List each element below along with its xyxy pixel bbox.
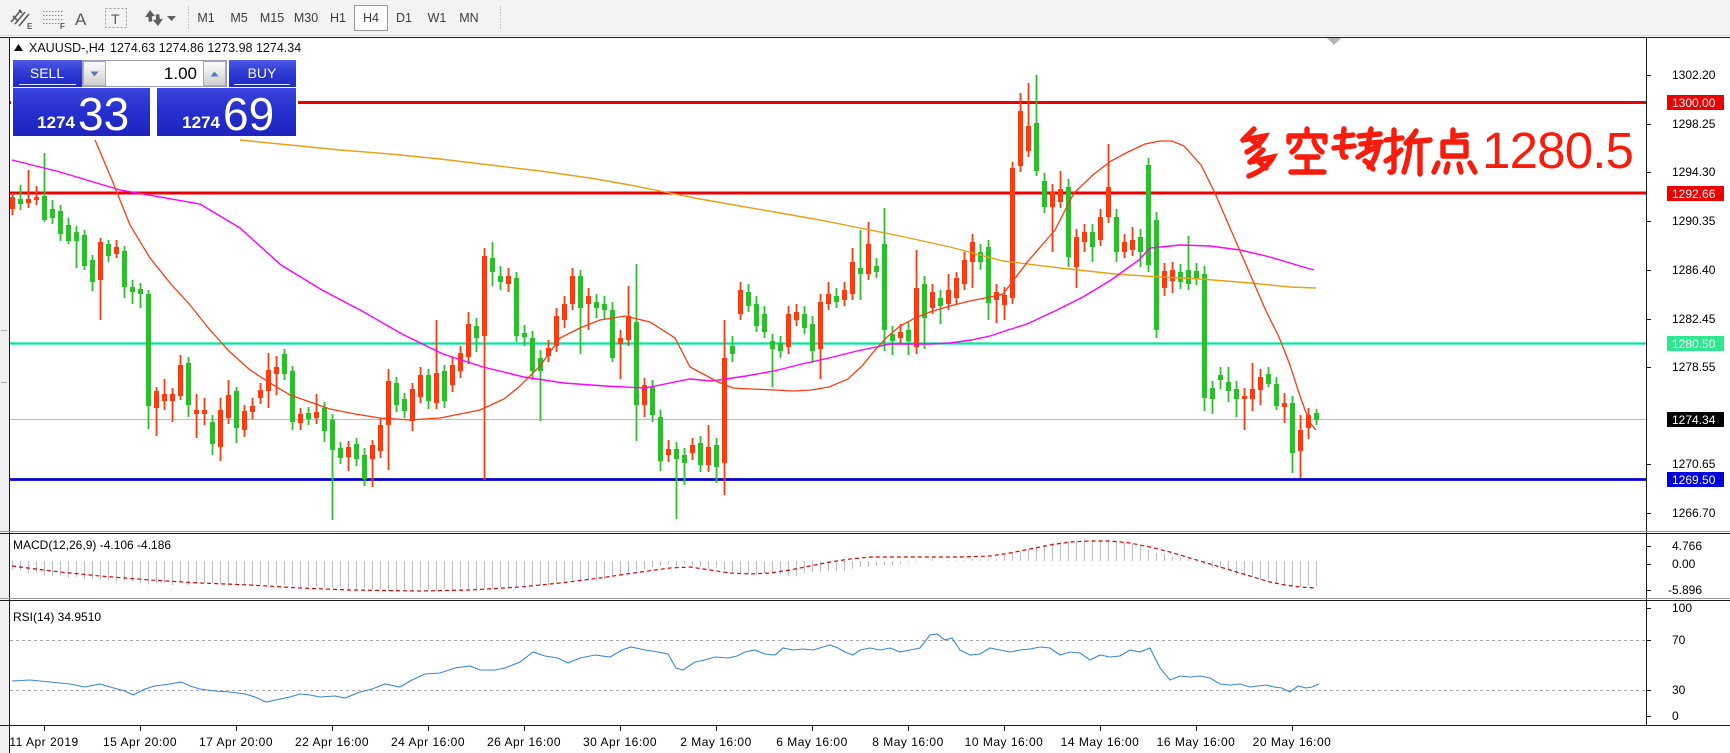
svg-text:1274: 1274 [182,113,220,132]
svg-text:69: 69 [223,88,274,140]
svg-text:H4: H4 [363,11,379,25]
svg-text:11 Apr 2019: 11 Apr 2019 [9,735,78,749]
svg-text:M30: M30 [294,11,318,25]
svg-text:70: 70 [1672,633,1686,647]
svg-text:20 May 16:00: 20 May 16:00 [1253,735,1332,749]
svg-text:1290.35: 1290.35 [1672,214,1716,228]
svg-text:1282.45: 1282.45 [1672,312,1716,326]
svg-text:BUY: BUY [248,65,277,81]
svg-text:15 Apr 20:00: 15 Apr 20:00 [103,735,177,749]
svg-text:W1: W1 [428,11,447,25]
svg-text:30: 30 [1672,683,1686,697]
svg-text:10 May 16:00: 10 May 16:00 [965,735,1044,749]
svg-text:1274.63 1274.86 1273.98 1274.3: 1274.63 1274.86 1273.98 1274.34 [110,41,301,55]
svg-text:100: 100 [1672,601,1692,615]
svg-text:M5: M5 [230,11,247,25]
svg-text:2 May 16:00: 2 May 16:00 [680,735,752,749]
svg-text:8 May 16:00: 8 May 16:00 [872,735,944,749]
svg-text:4.766: 4.766 [1672,539,1702,553]
svg-text:A: A [75,10,87,29]
svg-text:16 May 16:00: 16 May 16:00 [1157,735,1236,749]
svg-text:1300.00: 1300.00 [1672,96,1716,110]
svg-text:24 Apr 16:00: 24 Apr 16:00 [391,735,465,749]
svg-text:22 Apr 16:00: 22 Apr 16:00 [295,735,369,749]
svg-text:0: 0 [1672,709,1679,723]
svg-text:MN: MN [459,11,478,25]
svg-text:6 May 16:00: 6 May 16:00 [776,735,848,749]
svg-text:1280.5: 1280.5 [1482,122,1633,179]
svg-text:F: F [60,22,65,31]
svg-text:D1: D1 [396,11,412,25]
svg-text:XAUUSD-,H4: XAUUSD-,H4 [29,41,105,55]
svg-text:1286.40: 1286.40 [1672,263,1716,277]
svg-text:33: 33 [78,88,129,140]
svg-text:1.00: 1.00 [164,64,197,83]
svg-text:1302.20: 1302.20 [1672,68,1716,82]
svg-text:14 May 16:00: 14 May 16:00 [1061,735,1140,749]
svg-text:1274.34: 1274.34 [1672,413,1716,427]
svg-text:1294.30: 1294.30 [1672,165,1716,179]
svg-text:SELL: SELL [30,65,64,81]
svg-text:MACD(12,26,9) -4.106 -4.186: MACD(12,26,9) -4.106 -4.186 [13,538,171,552]
svg-text:1298.25: 1298.25 [1672,117,1716,131]
svg-text:1269.50: 1269.50 [1672,473,1716,487]
svg-text:0.00: 0.00 [1672,557,1696,571]
svg-text:T: T [111,11,120,27]
svg-text:26 Apr 16:00: 26 Apr 16:00 [487,735,561,749]
svg-text:-5.896: -5.896 [1668,583,1702,597]
svg-text:30 Apr 16:00: 30 Apr 16:00 [583,735,657,749]
svg-text:1266.70: 1266.70 [1672,506,1716,520]
svg-text:M1: M1 [197,11,214,25]
svg-text:M15: M15 [260,11,284,25]
svg-text:17 Apr 20:00: 17 Apr 20:00 [199,735,273,749]
svg-text:1280.50: 1280.50 [1672,337,1716,351]
svg-text:1274: 1274 [37,113,75,132]
svg-text:1278.55: 1278.55 [1672,360,1716,374]
svg-text:E: E [27,22,33,31]
svg-text:H1: H1 [330,11,346,25]
svg-text:1292.66: 1292.66 [1672,187,1716,201]
svg-text:RSI(14) 34.9510: RSI(14) 34.9510 [13,610,101,624]
svg-text:1270.65: 1270.65 [1672,457,1716,471]
